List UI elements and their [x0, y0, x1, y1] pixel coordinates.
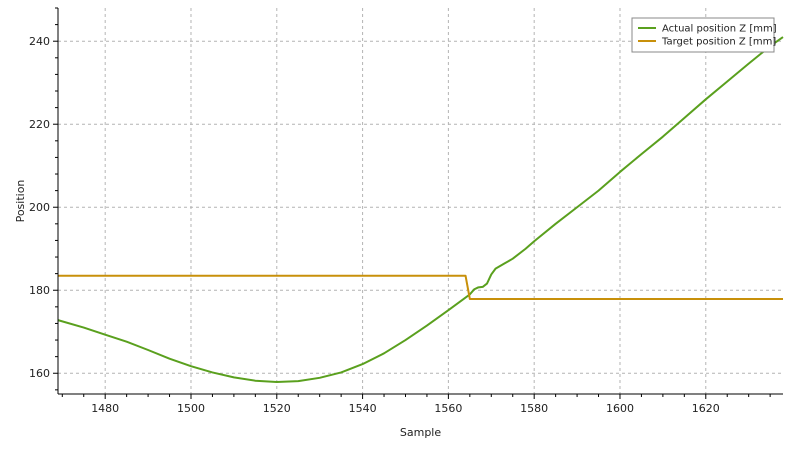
y-axis-title: Position [14, 180, 27, 223]
x-tick-label: 1520 [263, 402, 291, 415]
legend-label-2: Target position Z [mm] [661, 37, 776, 48]
series-line-2 [58, 274, 783, 300]
x-tick-label: 1560 [434, 402, 462, 415]
x-tick-label: 1620 [692, 402, 720, 415]
y-tick-label: 200 [29, 201, 50, 214]
x-tick-label: 1600 [606, 402, 634, 415]
x-tick-label: 1540 [349, 402, 377, 415]
plot-area [57, 36, 784, 383]
legend-label-1: Actual position Z [mm] [662, 24, 777, 35]
x-tick-label: 1580 [520, 402, 548, 415]
legend-box [631, 17, 775, 53]
axes: 1480 1500 1520 1540 1560 1580 1600 1620 160 180 20… [29, 7, 783, 415]
y-tick-label: 220 [29, 118, 50, 131]
legend: Actual position Z [mm] Target position Z … [631, 17, 777, 53]
x-axis-title: Sample [400, 426, 441, 439]
y-tick-label: 240 [29, 35, 50, 48]
y-tick-label: 180 [29, 284, 50, 297]
x-tick-label: 1480 [91, 402, 119, 415]
grid [58, 8, 783, 394]
series-line-1 [57, 36, 784, 383]
y-tick-label: 160 [29, 367, 50, 380]
x-tick-label: 1500 [177, 402, 205, 415]
